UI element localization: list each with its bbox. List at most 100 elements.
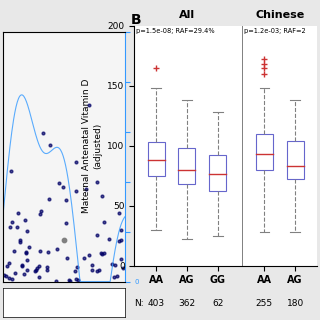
Point — [73, 160, 78, 165]
Point — [8, 225, 13, 230]
Point — [67, 279, 72, 284]
Point — [99, 194, 104, 199]
Point — [32, 268, 37, 273]
Point — [6, 260, 11, 265]
Point — [9, 169, 14, 174]
Point — [6, 276, 12, 281]
Point — [73, 276, 78, 281]
Point — [15, 225, 20, 230]
Point — [40, 131, 45, 136]
Point — [61, 185, 66, 190]
Point — [116, 238, 121, 244]
Point — [87, 252, 92, 258]
Text: 6: 6 — [61, 302, 67, 311]
Point — [44, 264, 49, 269]
Point — [64, 256, 69, 261]
Point — [23, 251, 28, 256]
Point — [61, 237, 67, 243]
Point — [63, 220, 68, 226]
Text: 362: 362 — [178, 299, 196, 308]
FancyBboxPatch shape — [256, 133, 273, 170]
Point — [64, 197, 69, 202]
Point — [23, 249, 28, 254]
Point — [27, 245, 32, 250]
Text: 403: 403 — [148, 299, 164, 308]
Point — [87, 102, 92, 108]
Point — [74, 188, 79, 193]
Point — [73, 268, 78, 273]
Point — [75, 265, 80, 270]
Point — [18, 237, 23, 242]
FancyBboxPatch shape — [148, 142, 164, 176]
Point — [53, 278, 58, 283]
Point — [75, 278, 80, 283]
Point — [21, 272, 27, 277]
Point — [48, 142, 53, 148]
Point — [23, 218, 28, 223]
Point — [118, 257, 124, 262]
Text: All: All — [179, 10, 195, 20]
Point — [10, 220, 15, 225]
Text: 180: 180 — [286, 299, 304, 308]
Point — [46, 196, 51, 201]
Point — [116, 210, 121, 215]
Point — [34, 267, 39, 272]
Point — [18, 240, 23, 245]
FancyBboxPatch shape — [287, 141, 304, 179]
Point — [45, 250, 50, 255]
Text: 62: 62 — [212, 299, 224, 308]
Point — [90, 262, 95, 268]
Text: p=1.5e-08; RAF=29.4%: p=1.5e-08; RAF=29.4% — [136, 28, 215, 34]
Point — [35, 265, 40, 270]
Point — [111, 274, 116, 279]
Point — [5, 263, 10, 268]
Point — [1, 273, 6, 278]
Point — [96, 267, 101, 272]
Point — [119, 227, 124, 232]
Point — [81, 256, 86, 261]
Point — [98, 250, 103, 255]
Point — [12, 249, 17, 254]
Point — [38, 208, 44, 213]
Point — [95, 268, 100, 274]
Point — [106, 237, 111, 242]
Point — [38, 211, 43, 216]
Point — [115, 274, 120, 279]
FancyBboxPatch shape — [179, 148, 196, 184]
Point — [118, 237, 123, 243]
Text: Chinese: Chinese — [255, 10, 304, 20]
Text: 255: 255 — [256, 299, 273, 308]
Point — [36, 274, 41, 279]
Point — [44, 268, 49, 273]
Y-axis label: Maternal Antenatal Vitamin D
(adjusted): Maternal Antenatal Vitamin D (adjusted) — [83, 78, 102, 213]
Point — [67, 277, 72, 283]
Point — [102, 220, 107, 225]
Point — [25, 268, 30, 273]
Point — [113, 263, 118, 268]
Point — [121, 266, 126, 271]
Point — [94, 180, 100, 185]
Text: B: B — [131, 13, 142, 27]
Point — [56, 180, 61, 185]
Point — [89, 268, 94, 273]
Y-axis label: Recombination rate (cM/Mb): Recombination rate (cM/Mb) — [151, 112, 156, 201]
Point — [84, 186, 89, 191]
Point — [54, 247, 59, 252]
Point — [12, 270, 18, 276]
FancyBboxPatch shape — [209, 155, 226, 191]
Point — [3, 274, 8, 279]
Point — [15, 211, 20, 216]
Point — [10, 277, 15, 282]
Point — [20, 263, 25, 268]
Point — [24, 228, 29, 234]
Text: p=1.2e-03; RAF=2: p=1.2e-03; RAF=2 — [244, 28, 306, 34]
Text: N:: N: — [134, 299, 144, 308]
Point — [36, 263, 41, 268]
Point — [20, 264, 25, 269]
Point — [100, 251, 105, 256]
Point — [38, 248, 43, 253]
Point — [101, 251, 107, 256]
Point — [25, 257, 30, 262]
Point — [94, 233, 100, 238]
Point — [109, 262, 115, 267]
